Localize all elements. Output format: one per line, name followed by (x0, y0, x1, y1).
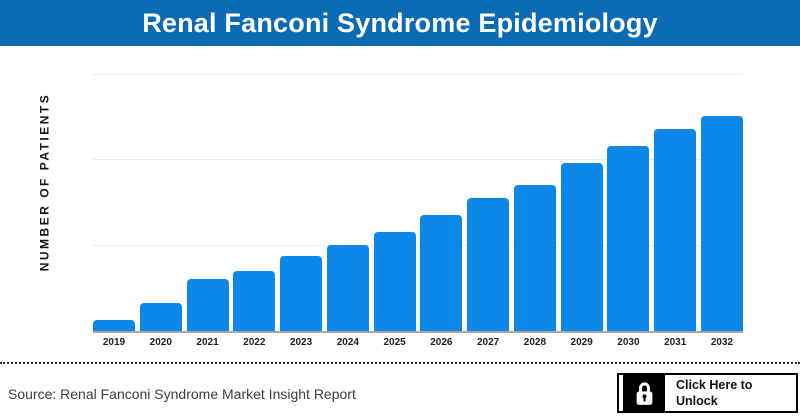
unlock-button-line1: Click Here to (676, 377, 753, 392)
x-tick-label: 2019 (102, 337, 126, 348)
x-tick-label: 2028 (523, 337, 547, 348)
plot-area (93, 74, 743, 333)
bar-2029 (560, 163, 603, 331)
unlock-button-line2: Unlock (676, 394, 718, 408)
page-title: Renal Fanconi Syndrome Epidemiology (142, 7, 658, 38)
bar-2023 (280, 256, 323, 331)
x-tick-label: 2030 (617, 337, 640, 348)
bar-2032 (700, 116, 743, 331)
source-note: Source: Renal Fanconi Syndrome Market In… (8, 386, 356, 402)
bar-2028 (513, 185, 556, 331)
x-tick-label: 2027 (477, 337, 500, 348)
header-banner: Renal Fanconi Syndrome Epidemiology (0, 0, 800, 46)
bar-2031 (654, 129, 697, 331)
x-tick-label: 2024 (336, 337, 359, 348)
bar-2022 (233, 271, 276, 331)
unlock-button[interactable]: Click Here to Unlock (617, 373, 798, 413)
x-tick-label: 2023 (289, 337, 313, 348)
x-tick-label: 2025 (383, 337, 406, 348)
bar-2025 (373, 232, 416, 331)
lock-icon-box (623, 375, 665, 411)
bar-2030 (607, 146, 650, 331)
unlock-button-inset (619, 375, 623, 411)
bar-2027 (467, 198, 510, 331)
x-axis-labels: 2019 2020 2021 2022 2023 2024 2025 2026 2027 2028… (93, 337, 743, 348)
x-tick-label: 2032 (710, 337, 734, 348)
gridline (93, 159, 743, 160)
bar-2024 (326, 245, 369, 331)
lock-icon (636, 381, 652, 405)
y-axis-label-wrap: NUMBER OF PATIENTS (8, 74, 80, 290)
unlock-button-label: Click Here to Unlock (665, 375, 752, 411)
x-tick-label: 2031 (664, 337, 687, 348)
dotted-divider (0, 362, 800, 364)
bar-2026 (420, 215, 463, 331)
x-tick-label: 2029 (570, 337, 593, 348)
x-tick-label: 2021 (196, 337, 219, 348)
gridline (93, 74, 743, 75)
bar-2020 (139, 303, 182, 331)
x-tick-label: 2020 (149, 337, 172, 348)
gridline (93, 245, 743, 246)
bar-2019 (93, 320, 135, 331)
bar-2021 (186, 279, 229, 331)
y-axis-label: NUMBER OF PATIENTS (37, 92, 51, 272)
x-tick-label: 2022 (243, 337, 266, 348)
x-tick-label: 2026 (430, 337, 453, 348)
bars-row (93, 74, 743, 331)
